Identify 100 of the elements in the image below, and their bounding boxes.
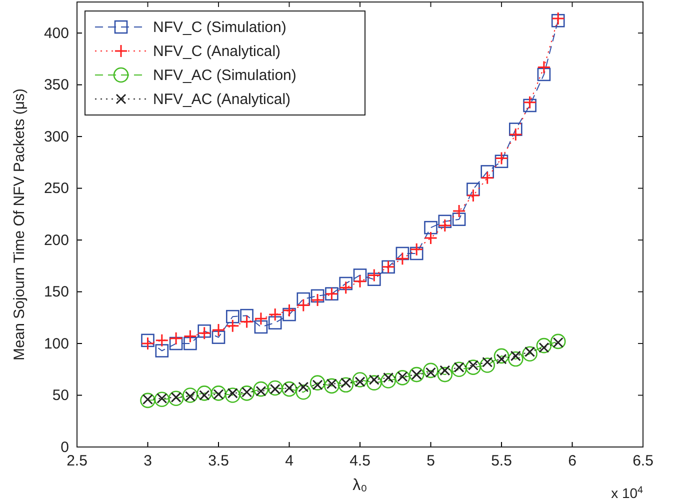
point <box>296 384 312 400</box>
point <box>452 204 466 218</box>
x-tick-label: 2.5 <box>66 452 88 470</box>
point <box>141 336 154 350</box>
y-tick-label: 150 <box>44 284 69 301</box>
legend-label: NFV_AC (Simulation) <box>153 67 296 84</box>
text: x 10$^{4}$ <box>611 484 644 501</box>
point <box>182 388 198 403</box>
point <box>480 171 494 185</box>
legend-label: NFV_C (Simulation) <box>153 19 286 36</box>
point <box>253 381 269 397</box>
x-tick-label: 6 <box>568 452 576 470</box>
point <box>466 188 480 202</box>
point <box>282 308 296 322</box>
point <box>310 293 324 307</box>
point <box>353 274 367 288</box>
y-axis-title: Mean Sojourn Time Of NFV Packets (μs) <box>11 88 28 361</box>
point <box>523 96 537 110</box>
point <box>339 276 352 290</box>
x-tick-label: 3 <box>144 452 152 470</box>
point <box>424 220 438 234</box>
point <box>537 68 551 82</box>
x-tick-label: 5.5 <box>491 452 512 470</box>
point <box>168 390 184 406</box>
point <box>394 370 410 386</box>
point <box>466 360 481 375</box>
x-tick-label: 5 <box>426 452 435 470</box>
point <box>154 392 170 408</box>
point <box>494 154 508 168</box>
y-tick-label: 100 <box>44 335 69 352</box>
point <box>226 319 240 333</box>
x-tick-label: 4 <box>285 452 294 470</box>
point <box>523 98 536 112</box>
point <box>508 351 524 367</box>
point <box>155 334 169 348</box>
point <box>254 312 268 326</box>
point <box>368 272 381 286</box>
point <box>522 346 538 362</box>
point <box>338 377 354 393</box>
point <box>352 372 368 388</box>
point <box>536 338 552 354</box>
point <box>509 122 522 136</box>
point <box>396 252 410 266</box>
point <box>494 152 508 166</box>
point <box>169 332 183 346</box>
point <box>437 366 453 382</box>
y-tick-label: 350 <box>44 76 69 94</box>
point <box>438 218 452 232</box>
point <box>282 304 296 318</box>
point <box>380 373 396 388</box>
y-tick-label: 250 <box>44 180 69 198</box>
x-tick-label: 4.5 <box>350 452 370 470</box>
point <box>466 182 480 196</box>
point <box>410 242 424 256</box>
point <box>324 378 340 394</box>
point <box>184 336 197 350</box>
y-tick-label: 400 <box>44 24 69 42</box>
point <box>140 392 156 408</box>
y-tick-label: 300 <box>44 128 69 146</box>
point <box>141 334 154 348</box>
point <box>225 388 240 403</box>
x-tick-label: 6.5 <box>632 452 654 470</box>
point <box>239 386 254 401</box>
point <box>268 308 282 322</box>
point <box>296 298 310 312</box>
point <box>537 60 551 74</box>
point <box>423 362 438 378</box>
point <box>268 316 282 330</box>
point <box>424 231 438 245</box>
point <box>494 348 510 364</box>
x-axis-title: λ₀ <box>352 477 368 494</box>
legend-label: NFV_C (Analytical) <box>153 43 281 60</box>
point <box>183 330 197 344</box>
point <box>254 320 268 334</box>
point <box>550 334 566 350</box>
point <box>212 323 226 337</box>
point <box>339 280 353 294</box>
y-tick-label: 0 <box>60 438 69 456</box>
y-tick-label: 200 <box>44 232 69 249</box>
point <box>267 380 283 396</box>
point <box>367 268 381 282</box>
point <box>451 362 467 378</box>
point <box>396 246 410 260</box>
point <box>282 381 297 397</box>
point <box>366 375 382 390</box>
point <box>196 386 212 401</box>
point <box>410 246 424 260</box>
legend-label: NFV_AC (Analytical) <box>153 91 291 108</box>
point <box>226 310 240 324</box>
point <box>480 358 495 373</box>
point <box>508 128 522 142</box>
point <box>210 386 226 401</box>
point <box>169 336 183 350</box>
point <box>310 289 324 303</box>
point <box>155 344 169 358</box>
x-tick-label: 3.5 <box>208 452 229 470</box>
y-tick-label: 50 <box>52 387 69 404</box>
point <box>438 214 452 228</box>
point <box>212 330 226 344</box>
point <box>240 315 254 329</box>
